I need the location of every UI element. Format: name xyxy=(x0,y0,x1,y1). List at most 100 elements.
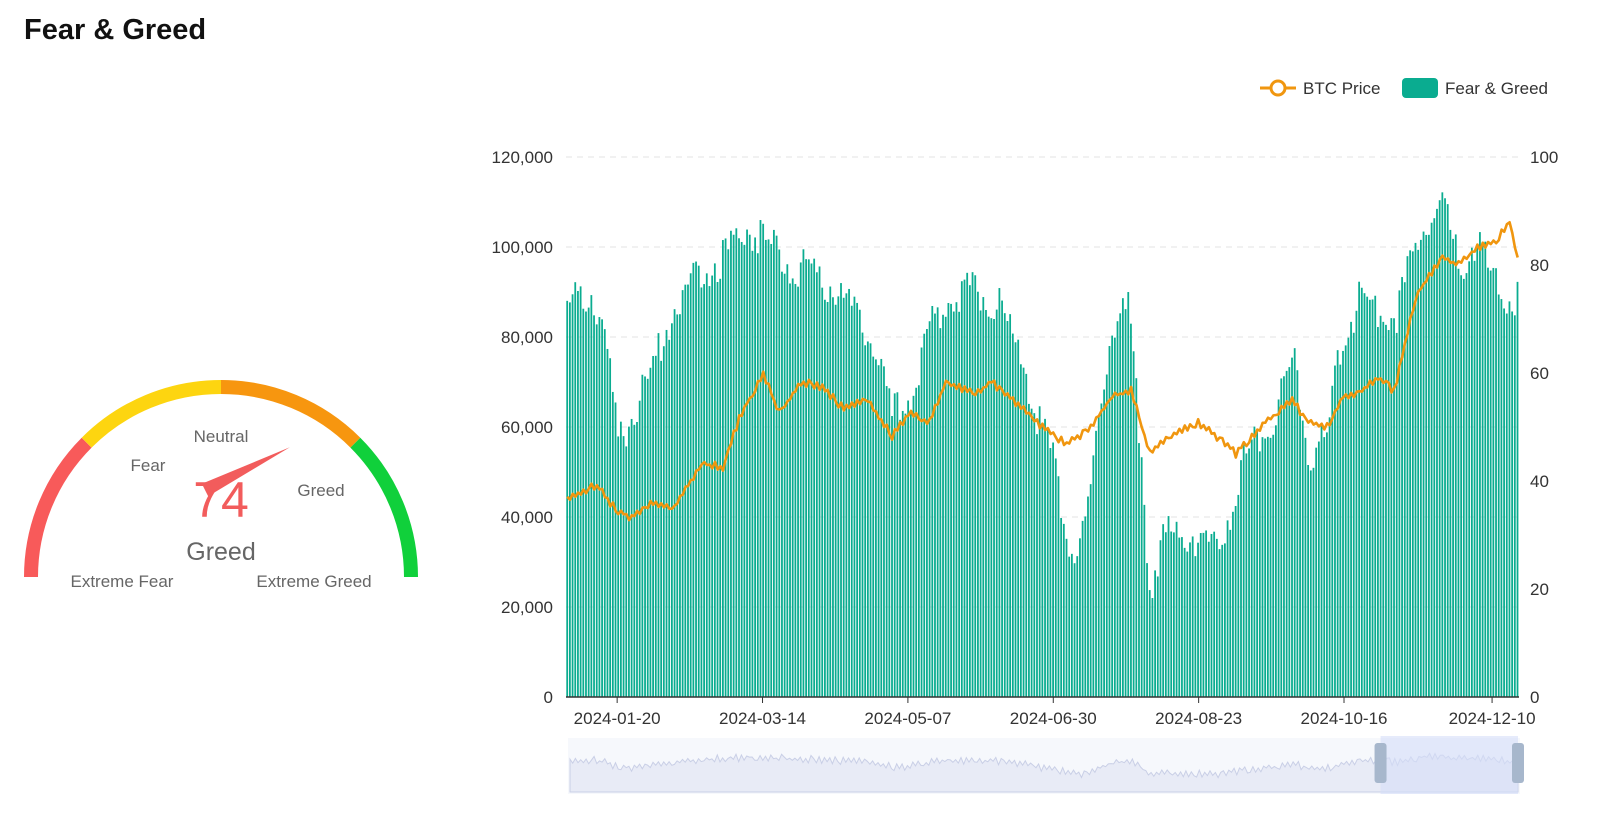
fear-greed-bar xyxy=(842,297,845,697)
fear-greed-bar xyxy=(824,299,826,697)
legend-item-fear-greed[interactable]: Fear & Greed xyxy=(1402,78,1548,98)
fear-greed-bar xyxy=(869,343,872,697)
fear-greed-bar xyxy=(1497,294,1500,697)
fear-greed-bar xyxy=(1065,538,1068,697)
fear-greed-bar xyxy=(1272,434,1275,697)
legend: BTC Price Fear & Greed xyxy=(1260,78,1548,98)
gauge-arc-segment xyxy=(350,437,418,578)
fear-greed-bar xyxy=(587,307,590,697)
fear-greed-bar xyxy=(1197,542,1199,697)
fear-greed-bar xyxy=(1411,251,1414,698)
fear-greed-bar xyxy=(1307,464,1310,697)
fear-greed-bar xyxy=(920,347,923,697)
x-tick-label: 2024-10-16 xyxy=(1301,709,1388,728)
fear-greed-bar xyxy=(1309,470,1312,697)
fear-greed-bar xyxy=(764,239,767,697)
fear-greed-bar xyxy=(1183,547,1186,697)
fear-greed-bar xyxy=(1240,460,1242,697)
right-tick-label: 20 xyxy=(1530,580,1549,599)
fear-greed-bar xyxy=(1360,287,1363,697)
left-axis-ticks: 0 20,000 40,000 60,000 80,000 100,000 120,000 xyxy=(492,148,553,707)
gauge-arcs xyxy=(24,380,418,578)
left-tick-label: 100,000 xyxy=(492,238,553,257)
fear-greed-bar xyxy=(904,413,907,697)
right-axis-ticks: 0 20 40 60 80 100 xyxy=(1530,148,1558,707)
fear-greed-bar xyxy=(689,273,692,697)
zoom-selection-window[interactable] xyxy=(1380,736,1518,794)
fear-greed-bar xyxy=(955,302,958,697)
fear-greed-bar xyxy=(1250,439,1253,697)
fear-greed-bar xyxy=(636,421,638,697)
zoom-handle-right[interactable] xyxy=(1512,743,1524,783)
fear-greed-bar xyxy=(1409,250,1412,697)
fear-greed-bar xyxy=(1449,229,1452,697)
fear-greed-bar xyxy=(1261,437,1264,697)
legend-item-btc-price[interactable]: BTC Price xyxy=(1260,79,1380,98)
fear-greed-bar xyxy=(1218,549,1221,697)
fear-greed-bar xyxy=(566,300,569,697)
fear-greed-bar xyxy=(1100,403,1103,697)
left-tick-label: 120,000 xyxy=(492,148,553,167)
fear-greed-bar xyxy=(1046,429,1049,697)
fear-greed-bar xyxy=(606,348,609,697)
fear-greed-bar xyxy=(1390,318,1393,697)
fear-greed-bar xyxy=(1138,443,1140,697)
fear-greed-bar xyxy=(730,230,732,697)
fear-greed-bar xyxy=(1213,531,1216,697)
fear-greed-bar xyxy=(931,305,934,697)
fear-greed-bar xyxy=(673,309,676,697)
fear-greed-bar xyxy=(998,288,1001,697)
fear-greed-bar xyxy=(732,234,735,697)
fear-greed-bar xyxy=(1344,345,1347,697)
fear-greed-bar xyxy=(987,316,990,697)
fear-greed-bar xyxy=(1280,378,1283,697)
fear-greed-bar xyxy=(1202,532,1205,697)
fear-greed-bar xyxy=(1387,330,1390,697)
fear-greed-bar xyxy=(926,329,928,697)
fear-greed-bar xyxy=(858,309,861,697)
fear-greed-bar xyxy=(1393,318,1395,697)
fear-greed-bar xyxy=(1460,275,1463,697)
fear-greed-bar xyxy=(1068,556,1071,697)
fear-greed-bar xyxy=(1462,278,1465,697)
zoom-handle-left[interactable] xyxy=(1374,743,1387,783)
fear-greed-bar xyxy=(1025,373,1028,697)
fear-greed-bar xyxy=(1124,309,1127,697)
x-tick-label: 2024-03-14 xyxy=(719,709,806,728)
x-tick-label: 2024-05-07 xyxy=(864,709,951,728)
fear-greed-bar xyxy=(1277,399,1280,697)
fear-greed-bar xyxy=(1054,458,1057,697)
fear-greed-bar xyxy=(901,410,904,697)
fear-greed-bar xyxy=(818,266,821,697)
fear-greed-bar xyxy=(982,297,985,697)
fear-greed-bar xyxy=(1011,333,1014,697)
fear-greed-bar xyxy=(1492,267,1495,697)
fear-greed-bar xyxy=(848,288,850,697)
fear-greed-bar xyxy=(619,421,622,697)
fear-greed-bar xyxy=(1291,357,1293,697)
fear-greed-bar xyxy=(1419,239,1422,697)
fear-greed-bar xyxy=(1457,268,1460,697)
fear-greed-bar xyxy=(1299,409,1301,697)
gauge-label-extreme-fear: Extreme Fear xyxy=(71,572,174,591)
legend-circle-icon xyxy=(1269,79,1287,97)
fear-greed-bar xyxy=(1022,367,1025,697)
legend-label-btc-price: BTC Price xyxy=(1303,79,1380,98)
fear-greed-bar xyxy=(716,282,719,697)
fear-greed-bar xyxy=(1121,298,1124,697)
fear-greed-bar xyxy=(646,378,649,697)
fear-greed-bar xyxy=(885,386,888,697)
fear-greed-bar xyxy=(1347,337,1350,697)
fear-greed-bar xyxy=(1516,281,1519,697)
fear-greed-bar xyxy=(1041,425,1044,697)
fear-greed-bar xyxy=(1186,551,1189,697)
fear-greed-bar xyxy=(1181,537,1183,697)
fear-greed-bar xyxy=(1073,563,1076,697)
fear-greed-bar xyxy=(958,311,961,697)
zoom-slider[interactable] xyxy=(568,736,1524,794)
fear-greed-bar xyxy=(593,315,595,697)
fear-greed-bar xyxy=(1452,238,1454,698)
fear-greed-bar xyxy=(1113,337,1116,697)
fear-greed-bar xyxy=(1033,413,1036,697)
fear-greed-bar xyxy=(1377,327,1379,697)
